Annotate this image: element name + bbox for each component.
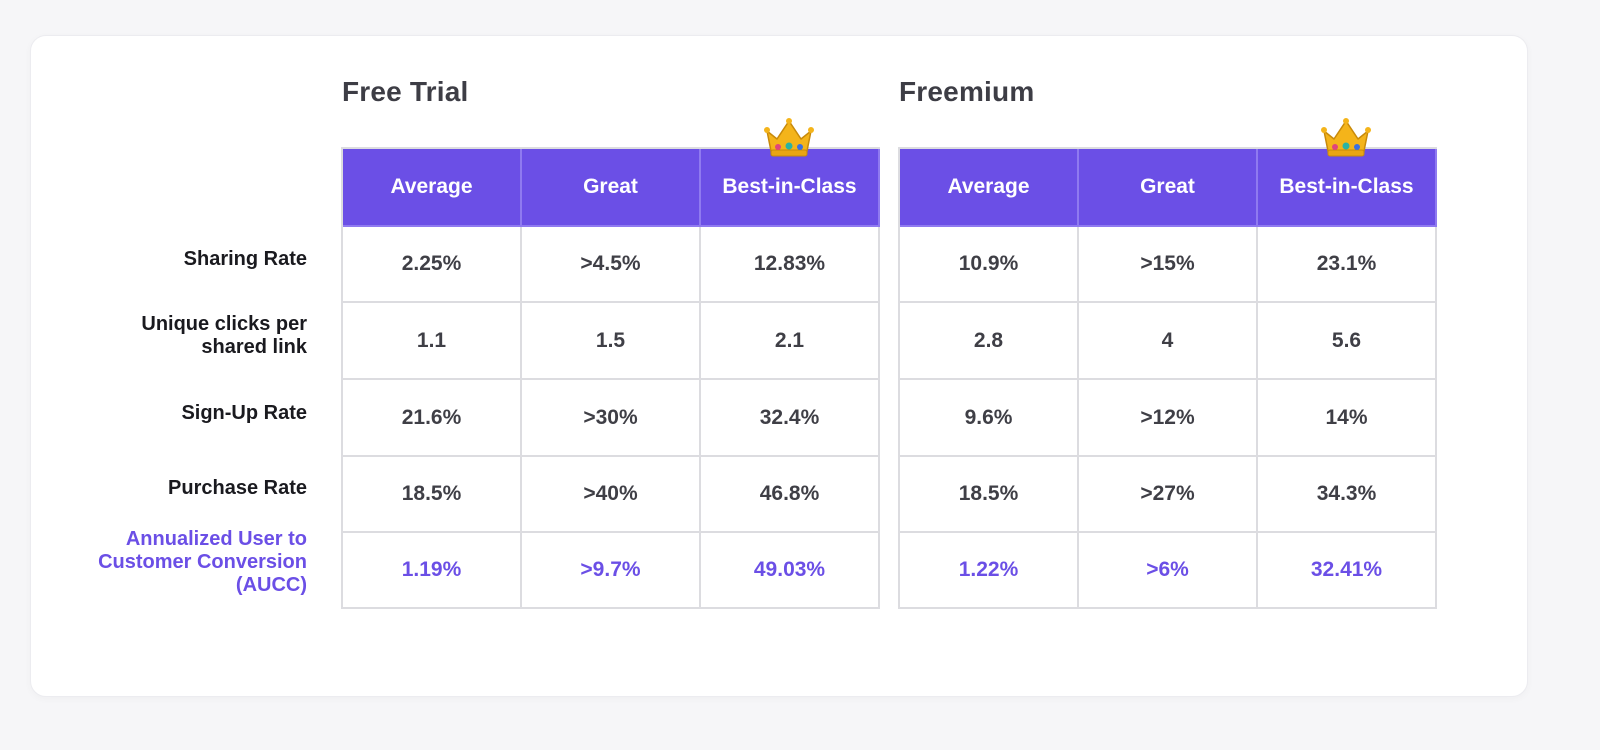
table-cell-aucc: >9.7% (522, 533, 701, 609)
row-label-aucc-line1: Annualized User to (125, 528, 307, 550)
table-cell-aucc: 1.22% (900, 533, 1079, 609)
row-label-unique-clicks: Unique clicks per shared link (47, 313, 307, 359)
table-cell: >15% (1079, 227, 1258, 303)
row-label-signup-rate: Sign-Up Rate (181, 402, 307, 424)
table-cell: 2.8 (900, 303, 1079, 380)
row-label-unique-clicks-line1: Unique clicks per (141, 313, 307, 335)
table-cell: >4.5% (522, 227, 701, 303)
table-cell: >40% (522, 457, 701, 533)
table-cell-aucc: 32.41% (1258, 533, 1437, 609)
row-label-aucc-line3: (AUCC) (235, 574, 307, 596)
table-cell-aucc: 49.03% (701, 533, 880, 609)
row-label-aucc-line2: Customer Conversion (98, 551, 307, 573)
table-cell: 10.9% (900, 227, 1079, 303)
row-label-aucc: Annualized User to Customer Conversion (… (47, 528, 307, 597)
header-average: Average (343, 149, 522, 227)
header-great: Great (1079, 149, 1258, 227)
table-cell: 4 (1079, 303, 1258, 380)
row-label-purchase-rate: Purchase Rate (168, 477, 307, 499)
table-cell: >27% (1079, 457, 1258, 533)
table-cell: 34.3% (1258, 457, 1437, 533)
table-cell: 2.25% (343, 227, 522, 303)
table-cell: 9.6% (900, 380, 1079, 457)
table-cell-aucc: >6% (1079, 533, 1258, 609)
table-cell: 5.6 (1258, 303, 1437, 380)
freemium-title: Freemium (899, 76, 1035, 107)
table-cell: >30% (522, 380, 701, 457)
free-trial-title: Free Trial (342, 76, 469, 107)
table-cell: 12.83% (701, 227, 880, 303)
table-cell: 2.1 (701, 303, 880, 380)
table-cell: 18.5% (900, 457, 1079, 533)
crown-icon (764, 118, 814, 157)
table-cell: 21.6% (343, 380, 522, 457)
header-best-in-class: Best-in-Class (1258, 149, 1437, 227)
header-best-in-class: Best-in-Class (701, 149, 880, 227)
free-trial-table: Average Great Best-in-Class 2.25% >4.5% … (341, 147, 880, 609)
row-label-sharing-rate: Sharing Rate (183, 248, 307, 270)
table-cell: >12% (1079, 380, 1258, 457)
header-average: Average (900, 149, 1079, 227)
table-cell: 46.8% (701, 457, 880, 533)
row-label-unique-clicks-line2: shared link (201, 336, 307, 358)
table-cell: 18.5% (343, 457, 522, 533)
table-cell: 23.1% (1258, 227, 1437, 303)
table-cell-aucc: 1.19% (343, 533, 522, 609)
table-cell: 14% (1258, 380, 1437, 457)
table-cell: 1.1 (343, 303, 522, 380)
freemium-table: Average Great Best-in-Class 10.9% >15% 2… (898, 147, 1437, 609)
table-cell: 1.5 (522, 303, 701, 380)
crown-icon (1321, 118, 1371, 157)
table-cell: 32.4% (701, 380, 880, 457)
header-great: Great (522, 149, 701, 227)
